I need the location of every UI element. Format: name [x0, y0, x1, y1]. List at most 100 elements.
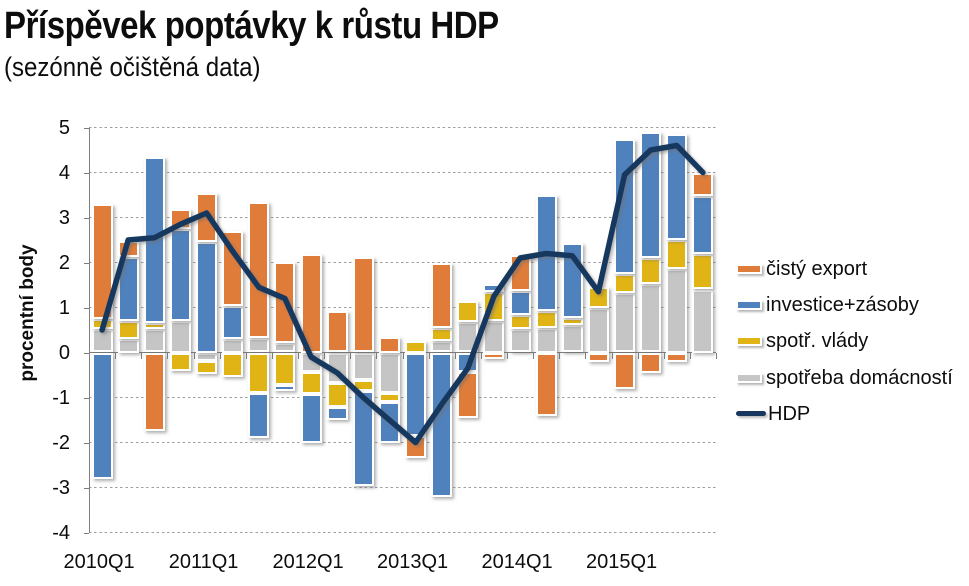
gridline-y5	[89, 127, 716, 128]
bar-segment-2012Q2-čistý export	[326, 310, 348, 353]
bar-segment-2015Q2-investice+zásoby	[640, 132, 662, 259]
bar-segment-2013Q4-čistý export	[483, 352, 505, 360]
gridline-y-2	[89, 442, 716, 443]
x-axis-label-2011Q1: 2011Q1	[168, 551, 239, 573]
y-axis-label: -1	[52, 386, 70, 409]
y-axis-tick	[84, 217, 89, 219]
legend-swatch-investice+zásoby	[736, 300, 762, 311]
bar-segment-2014Q4-čistý export	[587, 352, 609, 362]
y-axis-label: 2	[58, 251, 70, 274]
bar-segment-2014Q4-spotřeba domácností	[587, 307, 609, 353]
x-axis-tick	[428, 352, 430, 359]
x-axis-tick	[115, 352, 117, 359]
bar-segment-2012Q2-spotř. vlády	[326, 383, 348, 408]
bar-segment-2011Q2-spotřeba domácností	[222, 339, 244, 353]
x-axis-tick	[585, 352, 587, 359]
gridline-y-4	[89, 532, 716, 533]
bar-segment-2011Q3-spotř. vlády	[248, 352, 270, 393]
bar-segment-2012Q1-spotř. vlády	[300, 371, 322, 395]
bar-segment-2011Q1-spotřeba domácností	[196, 352, 218, 361]
bar-segment-2014Q3-spotřeba domácností	[561, 324, 583, 353]
bar-segment-2015Q1-spotř. vlády	[614, 273, 636, 294]
legend-swatch-spotř. vlády	[736, 336, 762, 347]
x-axis-tick	[454, 352, 456, 359]
bar-segment-2014Q1-spotř. vlády	[509, 315, 531, 330]
legend-item-spotřeba domácností: spotřeba domácností	[736, 366, 953, 390]
bar-segment-2011Q3-spotřeba domácností	[248, 337, 270, 353]
gridline-y1	[89, 307, 716, 308]
y-axis-tick	[84, 397, 89, 399]
bar-segment-2012Q4-spotřeba domácností	[378, 352, 400, 393]
legend-swatch-spotřeba domácností	[736, 372, 762, 383]
bar-segment-2013Q2-spotřeba domácností	[431, 340, 453, 353]
bar-segment-2011Q3-investice+zásoby	[248, 393, 270, 438]
bar-segment-2014Q1-investice+zásoby	[509, 290, 531, 316]
bar-segment-2013Q4-spotřeba domácností	[483, 321, 505, 353]
bar-segment-2013Q2-investice+zásoby	[431, 352, 453, 497]
bar-segment-2012Q4-čistý export	[378, 336, 400, 353]
x-axis-tick	[480, 352, 482, 359]
bar-segment-2010Q2-spotř. vlády	[117, 320, 139, 339]
x-axis-label-2012Q1: 2012Q1	[272, 551, 344, 573]
bar-segment-2015Q3-čistý export	[666, 352, 688, 362]
legend-item-čistý export: čistý export	[736, 257, 867, 281]
legend-label: investice+zásoby	[766, 294, 919, 317]
x-axis-tick	[350, 352, 352, 359]
bar-segment-2010Q1-čistý export	[91, 204, 113, 319]
chart-title: Příspěvek poptávky k růstu HDP	[4, 5, 499, 47]
y-axis-tick	[84, 307, 89, 309]
bar-segment-2012Q1-investice+zásoby	[300, 394, 322, 444]
x-axis-tick	[219, 352, 221, 359]
x-axis-tick	[141, 352, 143, 359]
legend-label: HDP	[768, 402, 811, 425]
bar-segment-2015Q3-spotř. vlády	[666, 240, 688, 270]
x-axis-label-2010Q1: 2010Q1	[63, 551, 135, 573]
x-axis-tick	[402, 352, 404, 359]
y-axis-tick	[84, 532, 89, 534]
chart-subtitle: (sezónně očištěná data)	[4, 52, 261, 82]
y-axis-tick	[84, 127, 89, 129]
bar-segment-2010Q2-investice+zásoby	[117, 257, 139, 321]
legend-label: spotřeba domácností	[766, 366, 953, 389]
bar-segment-2014Q2-čistý export	[535, 352, 557, 417]
x-axis-tick	[376, 352, 378, 359]
bar-segment-2010Q3-spotřeba domácností	[143, 328, 165, 353]
bar-segment-2010Q2-spotřeba domácností	[117, 339, 139, 353]
bar-segment-2010Q4-investice+zásoby	[169, 228, 191, 321]
y-axis-tick	[84, 442, 89, 444]
legend-item-spotř. vlády: spotř. vlády	[736, 329, 868, 353]
bar-segment-2011Q4-spotřeba domácností	[274, 342, 296, 353]
bar-segment-2015Q4-spotřeba domácností	[692, 289, 714, 353]
legend-swatch-HDP	[736, 411, 766, 417]
x-axis-tick	[298, 352, 299, 359]
x-axis-tick	[533, 352, 535, 359]
bar-segment-2010Q3-spotř. vlády	[143, 323, 165, 329]
gridline-y4	[89, 172, 716, 173]
x-axis-label-2014Q1: 2014Q1	[481, 551, 553, 573]
x-axis-tick	[716, 352, 717, 359]
y-axis-label: 5	[58, 116, 70, 139]
x-axis-label-2015Q1: 2015Q1	[585, 551, 658, 573]
legend-item-investice+zásoby: investice+zásoby	[736, 293, 919, 317]
bar-segment-2012Q2-investice+zásoby	[326, 407, 348, 420]
bar-segment-2015Q1-spotřeba domácností	[614, 293, 636, 353]
y-axis-label: 1	[58, 296, 70, 319]
bar-segment-2015Q4-investice+zásoby	[692, 196, 714, 254]
bar-segment-2013Q1-investice+zásoby	[405, 352, 427, 436]
bar-segment-2011Q1-spotř. vlády	[196, 360, 218, 375]
y-axis-line	[89, 127, 90, 533]
x-axis-tick	[559, 352, 561, 359]
bar-segment-2010Q1-investice+zásoby	[91, 352, 113, 479]
bar-segment-2015Q2-spotřeba domácností	[640, 283, 662, 353]
bar-segment-2010Q3-čistý export	[143, 352, 165, 432]
bar-segment-2015Q4-spotř. vlády	[692, 253, 714, 290]
bar-segment-2015Q1-čistý export	[614, 352, 636, 389]
gridline-y-3	[89, 487, 716, 488]
x-axis-tick	[507, 352, 508, 359]
x-axis-tick	[89, 352, 90, 359]
bar-segment-2011Q1-investice+zásoby	[196, 242, 218, 353]
y-axis-tick	[84, 487, 89, 489]
x-axis-tick	[193, 352, 195, 359]
